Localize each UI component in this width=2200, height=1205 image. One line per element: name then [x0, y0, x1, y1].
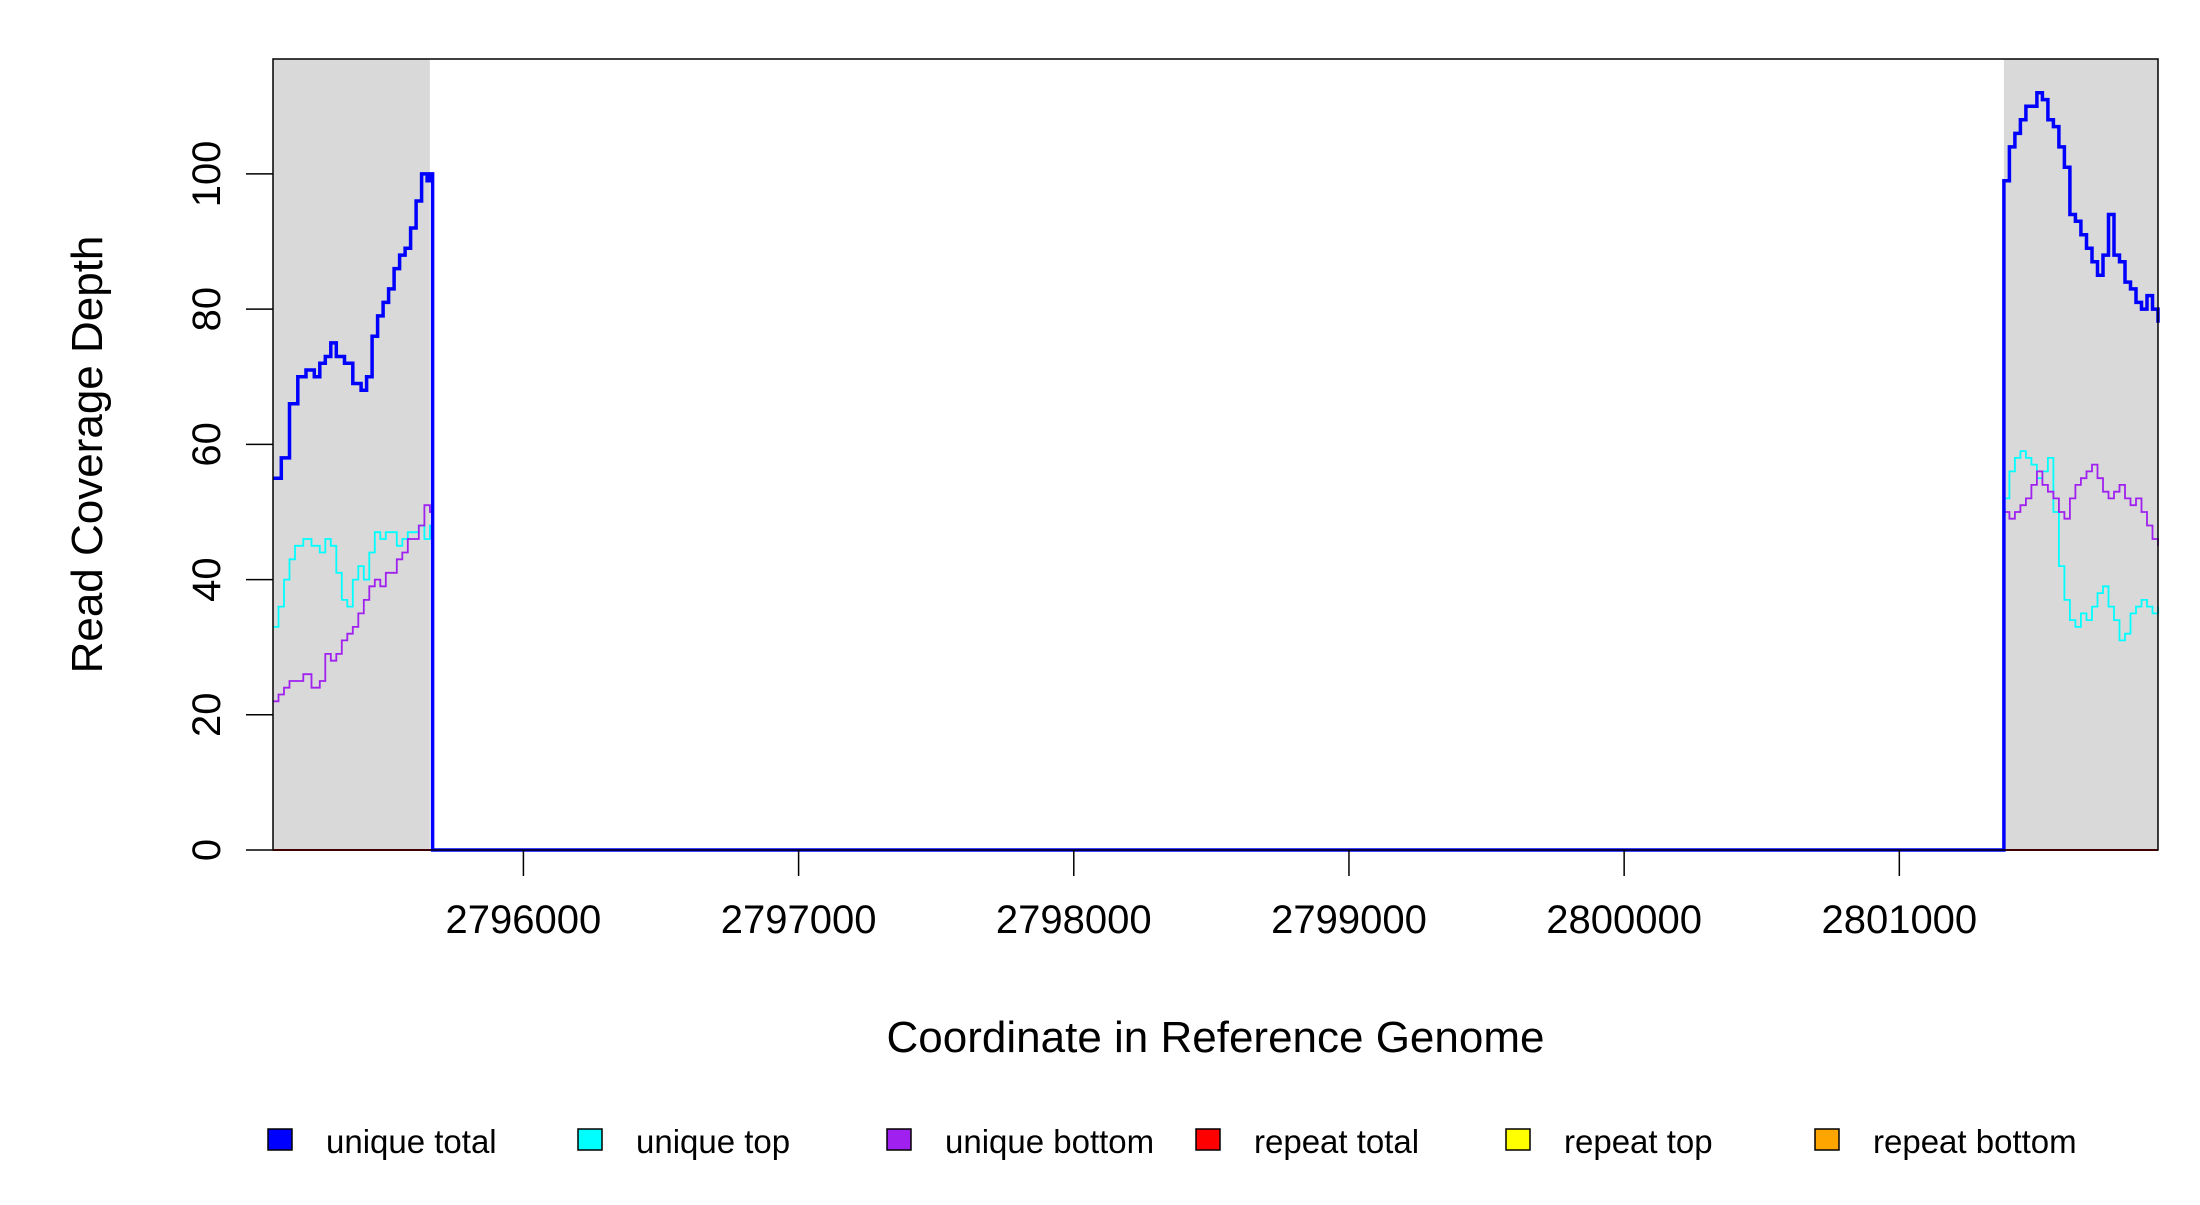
y-tick-label: 100: [185, 141, 229, 208]
legend-label-unique-bottom: unique bottom: [945, 1123, 1154, 1160]
y-tick-label: 60: [185, 422, 229, 467]
plot-frame: [272, 58, 2159, 851]
x-tick-label: 2800000: [1546, 898, 1702, 942]
shaded-region-0: [273, 59, 430, 850]
y-tick-label: 80: [185, 287, 229, 332]
legend-swatch-unique-total: [267, 1128, 293, 1151]
series-lines: [273, 91, 2160, 852]
x-tick-label: 2799000: [1271, 898, 1427, 942]
legend-swatch-unique-top: [577, 1128, 603, 1151]
legend-swatch-repeat-total: [1195, 1128, 1221, 1151]
legend: unique total unique top unique bottom repea…: [267, 1123, 2077, 1160]
y-tick-label: 20: [185, 693, 229, 738]
x-tick-label: 2798000: [996, 898, 1152, 942]
x-tick-label: 2801000: [1821, 898, 1977, 942]
shaded-region-1: [2003, 59, 2158, 850]
series-line-unique-bottom: [273, 463, 2159, 851]
series-line-unique-total: [273, 91, 2160, 852]
legend-label-unique-total: unique total: [326, 1123, 497, 1160]
y-tick-label: 40: [185, 557, 229, 602]
shaded-regions: [273, 59, 2158, 850]
x-tick-label: 2796000: [446, 898, 602, 942]
x-tick-label: 2797000: [721, 898, 877, 942]
legend-swatch-unique-bottom: [886, 1128, 912, 1151]
y-tick-label: 0: [185, 839, 229, 861]
legend-label-repeat-bottom: repeat bottom: [1873, 1123, 2077, 1160]
x-axis-title: Coordinate in Reference Genome: [887, 1013, 1545, 1062]
x-axis: 2796000 2797000 2798000 2799000 2800000 28010…: [446, 850, 1977, 942]
legend-swatch-repeat-bottom: [1814, 1128, 1840, 1151]
legend-label-repeat-total: repeat total: [1254, 1123, 1419, 1160]
y-axis-title: Read Coverage Depth: [63, 236, 112, 674]
y-axis: 0 20 40 60 80 100: [185, 141, 273, 861]
series-line-unique-top: [273, 450, 2159, 851]
legend-label-repeat-top: repeat top: [1564, 1123, 1713, 1160]
legend-label-unique-top: unique top: [636, 1123, 790, 1160]
legend-swatch-repeat-top: [1505, 1128, 1531, 1151]
